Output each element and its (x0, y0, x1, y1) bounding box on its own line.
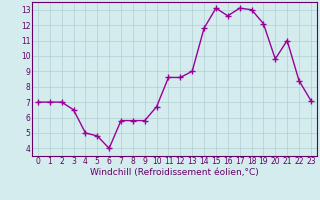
X-axis label: Windchill (Refroidissement éolien,°C): Windchill (Refroidissement éolien,°C) (90, 168, 259, 177)
